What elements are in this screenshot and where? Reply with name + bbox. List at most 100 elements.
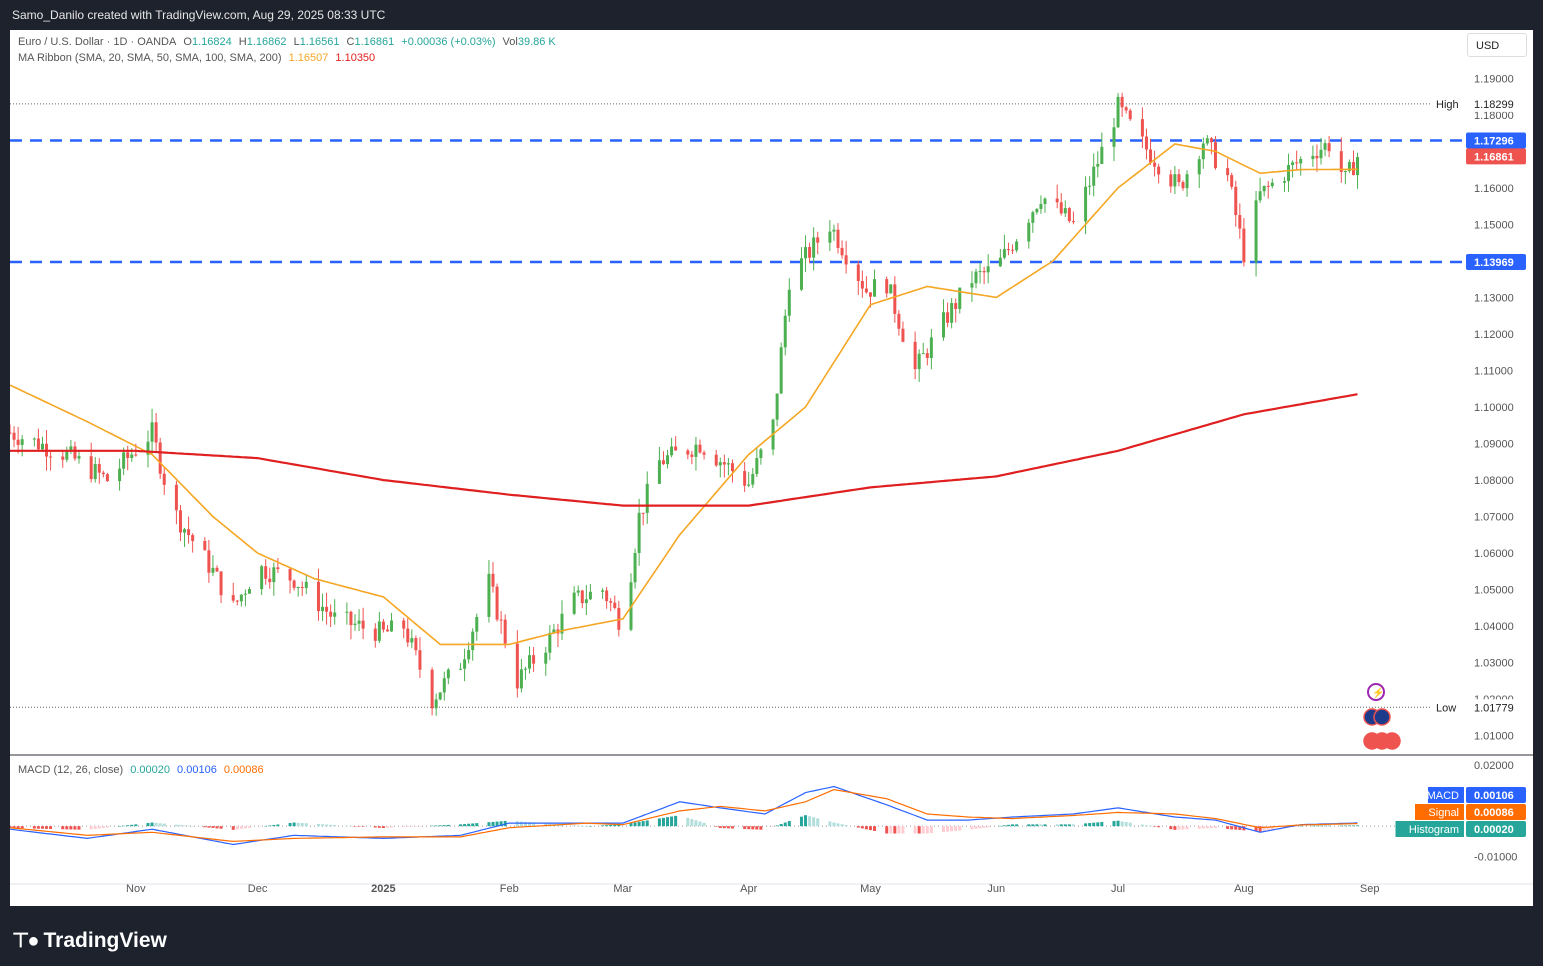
close-value: 1.16861: [354, 36, 395, 48]
macd-hist-bar: [528, 822, 532, 827]
candle-body: [20, 439, 24, 445]
candle-body: [402, 620, 406, 629]
ma-legend[interactable]: MA Ribbon (SMA, 20, SMA, 50, SMA, 100, S…: [18, 52, 379, 64]
macd-hist-bar: [686, 817, 690, 827]
macd-hist-bar: [150, 822, 154, 827]
macd-hist-bar: [1002, 825, 1006, 827]
macd-hist-bar: [1356, 825, 1360, 827]
macd-hist-bar: [1339, 825, 1343, 827]
macd-tag-value-bg: [1466, 821, 1526, 837]
candle-body: [1254, 200, 1258, 263]
candle-body: [783, 315, 787, 348]
candle-body: [1153, 162, 1157, 167]
macd-hist-bar: [414, 826, 418, 827]
candle-body: [958, 287, 962, 309]
macd-hist-bar: [1270, 826, 1274, 830]
macd-legend[interactable]: MACD (12, 26, close) 0.00020 0.00106 0.0…: [18, 764, 268, 776]
candle-body: [154, 422, 158, 443]
macd-hist-bar: [329, 824, 333, 827]
macd-hist-bar: [438, 825, 442, 827]
candle-body: [231, 595, 235, 601]
macd-hist-bar: [690, 819, 694, 827]
price-tick-label: 1.06000: [1474, 548, 1514, 560]
macd-hist-bar: [207, 826, 211, 828]
low-value: 1.16561: [299, 36, 340, 48]
symbol-name[interactable]: Euro / U.S. Dollar · 1D · OANDA: [18, 36, 177, 48]
candle-body: [105, 474, 109, 482]
macd-tag-label-bg: [1415, 804, 1464, 820]
time-tick-label: Jun: [987, 883, 1005, 895]
currency-button[interactable]: USD: [1467, 33, 1527, 57]
macd-hist-bar: [45, 826, 49, 829]
candle-body: [661, 460, 665, 465]
price-tick-label: 1.16000: [1474, 183, 1514, 195]
macd-hist-bar: [925, 826, 929, 834]
brand[interactable]: ⊤● TradingView: [12, 928, 167, 953]
price-tick-label: 1.10000: [1474, 402, 1514, 414]
candle-body: [921, 353, 925, 355]
candle-body: [292, 580, 296, 588]
macd-hist-bar: [670, 816, 674, 827]
macd-hist-bar: [885, 826, 889, 834]
candle-body: [503, 619, 507, 644]
macd-hist-bar: [532, 822, 536, 827]
candle-body: [1031, 212, 1035, 223]
candle-body: [187, 529, 191, 536]
candle-body: [247, 589, 251, 594]
macd-tag-value: 0.00086: [1474, 807, 1514, 819]
macd-hist-bar: [373, 826, 377, 828]
candle-body: [304, 581, 308, 589]
tradingview-logo-icon: ⊤●: [12, 930, 39, 952]
chart-frame[interactable]: 1.190001.180001.170001.160001.150001.140…: [10, 30, 1533, 906]
macd-tag-value: 0.00106: [1474, 790, 1514, 802]
price-chart[interactable]: 1.190001.180001.170001.160001.150001.140…: [10, 30, 1533, 906]
high-marker-label: High: [1436, 99, 1459, 111]
candle-body: [442, 678, 446, 693]
candle-body: [272, 567, 276, 583]
candle-body: [832, 229, 836, 232]
macd-hist-bar: [418, 826, 422, 827]
macd-hist-bar: [1258, 826, 1262, 832]
macd-hist-bar: [499, 821, 503, 827]
candle-body: [950, 303, 954, 323]
macd-hist-bar: [694, 820, 698, 827]
macd-hist-bar: [260, 826, 264, 827]
candle-body: [150, 422, 154, 442]
candle-body: [726, 463, 730, 465]
macd-hist-bar: [1347, 825, 1351, 827]
candle-body: [203, 540, 207, 551]
candle-body: [1128, 110, 1132, 120]
low-marker-value: 1.01779: [1474, 702, 1514, 714]
macd-hist-bar: [491, 821, 495, 827]
candle-body: [1169, 174, 1173, 187]
candle-body: [264, 566, 268, 579]
macd-hist-bar: [122, 825, 126, 827]
macd-hist-bar: [93, 826, 97, 829]
candle-body: [787, 289, 791, 316]
macd-hist-bar: [629, 823, 633, 827]
candle-body: [633, 552, 637, 583]
candle-body: [1157, 166, 1161, 175]
price-tick-label: 1.08000: [1474, 475, 1514, 487]
candle-body: [349, 611, 353, 626]
candle-body: [528, 655, 532, 669]
candle-body: [406, 628, 410, 643]
candle-body: [268, 578, 272, 583]
candle-body: [840, 247, 844, 256]
macd-hist-bar: [921, 826, 925, 834]
macd-hist-bar: [105, 826, 109, 828]
candle-body: [601, 590, 605, 592]
volume-value: 39.86 K: [517, 36, 556, 48]
candle-body: [718, 462, 722, 466]
candle-body: [1084, 186, 1088, 222]
price-tick-label: 1.03000: [1474, 658, 1514, 670]
candle-body: [1116, 96, 1120, 128]
macd-hist-bar: [158, 823, 162, 827]
price-tick-label: 1.09000: [1474, 439, 1514, 451]
macd-hist-bar: [1055, 824, 1059, 827]
macd-hist-bar: [1311, 825, 1315, 827]
macd-hist-bar: [730, 826, 734, 829]
macd-tag-label: Signal: [1428, 807, 1459, 819]
candle-body: [816, 237, 820, 243]
macd-hist-bar: [954, 826, 958, 831]
